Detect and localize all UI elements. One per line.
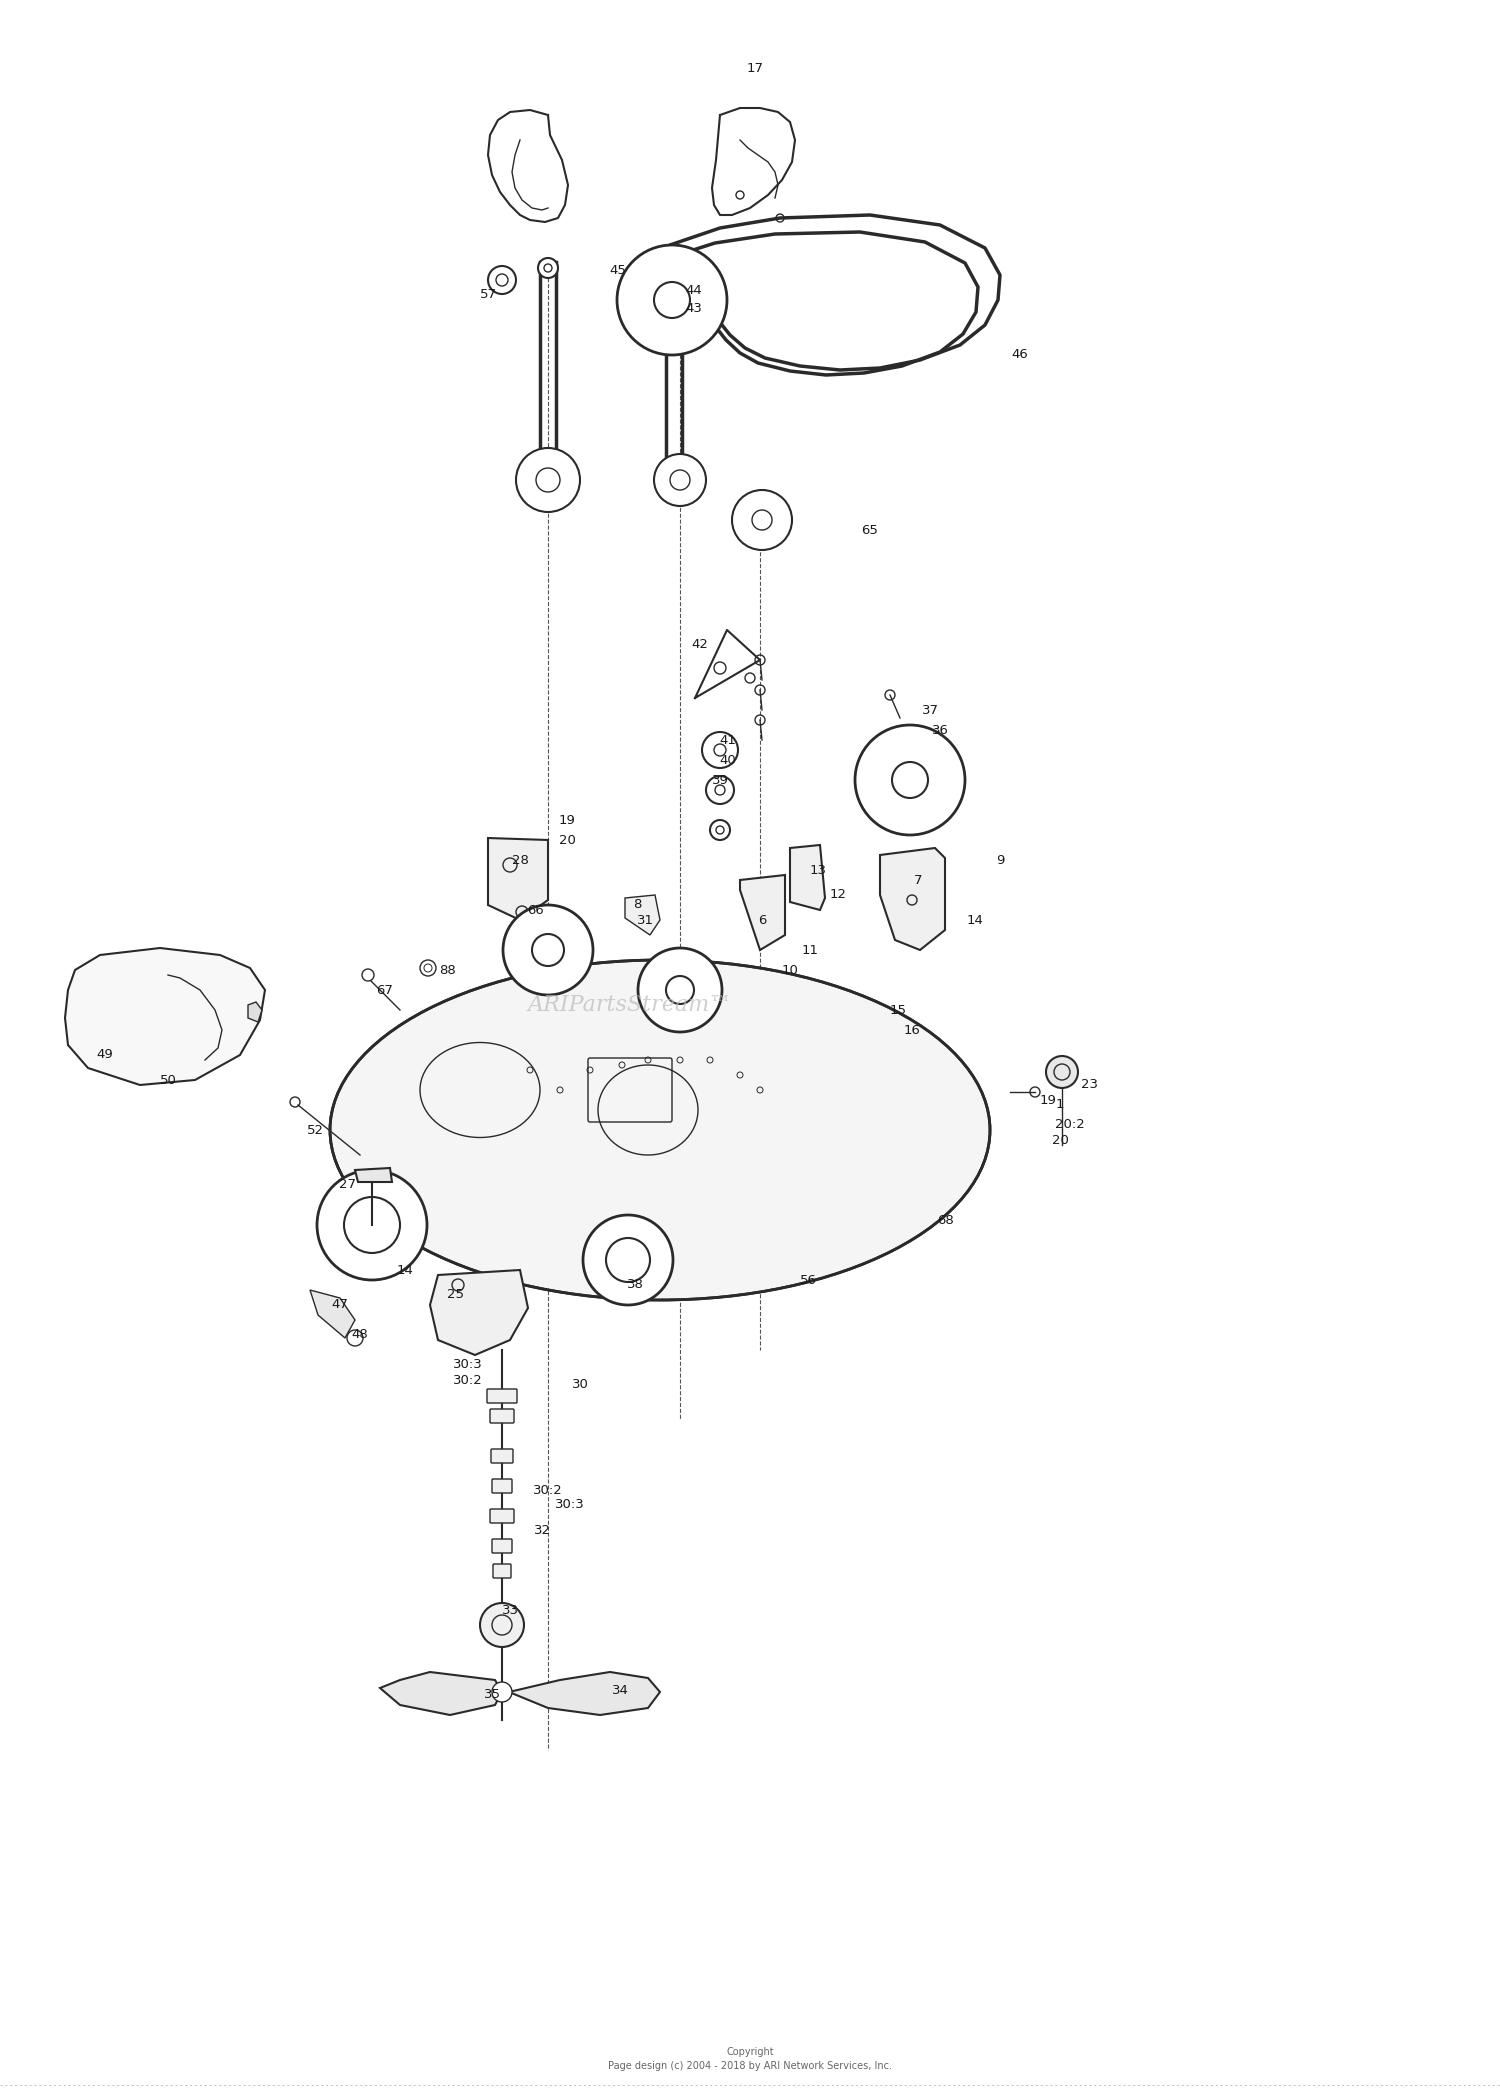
Circle shape [316,1170,428,1281]
Circle shape [855,724,964,836]
FancyBboxPatch shape [488,1388,518,1403]
Text: 30:3: 30:3 [453,1359,483,1371]
Text: 45: 45 [609,262,627,277]
Text: 68: 68 [936,1214,954,1226]
Text: 56: 56 [800,1273,816,1287]
Text: 34: 34 [612,1684,628,1697]
Text: 6: 6 [758,914,766,926]
Circle shape [654,454,706,506]
Polygon shape [64,947,266,1086]
Text: 37: 37 [921,704,939,716]
Text: 28: 28 [512,853,528,867]
Text: 65: 65 [861,523,879,536]
Text: Copyright: Copyright [726,2048,774,2058]
FancyBboxPatch shape [494,1564,512,1577]
Text: 11: 11 [801,943,819,956]
Text: 49: 49 [96,1048,114,1060]
Text: 25: 25 [447,1289,464,1302]
Polygon shape [626,895,660,934]
Text: 19: 19 [1040,1094,1056,1107]
FancyBboxPatch shape [492,1539,512,1554]
Text: 27: 27 [339,1178,357,1191]
Polygon shape [248,1002,262,1023]
Text: 39: 39 [711,773,729,788]
FancyBboxPatch shape [490,1449,513,1464]
Text: 35: 35 [483,1688,501,1701]
Text: 40: 40 [720,754,736,766]
Text: 13: 13 [810,863,826,876]
Text: 46: 46 [1011,349,1029,361]
Circle shape [362,968,374,981]
Text: Page design (c) 2004 - 2018 by ARI Network Services, Inc.: Page design (c) 2004 - 2018 by ARI Netwo… [608,2060,892,2071]
Text: 7: 7 [914,874,922,886]
Text: 16: 16 [903,1023,921,1037]
Circle shape [503,905,592,995]
Polygon shape [356,1168,392,1182]
FancyBboxPatch shape [490,1409,514,1424]
Text: 47: 47 [332,1298,348,1312]
Text: 41: 41 [720,733,736,746]
Text: 36: 36 [932,724,948,737]
Text: 30:2: 30:2 [532,1483,562,1497]
Circle shape [1046,1056,1078,1088]
Text: 43: 43 [686,302,702,315]
FancyBboxPatch shape [490,1510,514,1522]
Text: 44: 44 [686,284,702,296]
Text: 50: 50 [159,1073,177,1086]
Circle shape [702,733,738,769]
Text: 31: 31 [636,914,654,926]
FancyBboxPatch shape [492,1478,512,1493]
Text: 66: 66 [526,903,543,916]
Text: 20: 20 [558,834,576,846]
Polygon shape [430,1270,528,1354]
Polygon shape [380,1672,502,1716]
Text: 48: 48 [351,1329,369,1342]
Polygon shape [310,1289,356,1338]
Circle shape [732,489,792,550]
Polygon shape [790,844,825,909]
Circle shape [616,246,728,355]
Text: 30: 30 [572,1378,588,1392]
Text: 12: 12 [830,888,846,901]
Polygon shape [509,1672,660,1716]
Circle shape [710,819,730,840]
Text: 42: 42 [692,638,708,651]
Text: 20: 20 [1052,1134,1068,1147]
Text: 8: 8 [633,899,640,911]
Circle shape [480,1602,524,1646]
Text: 67: 67 [376,983,393,998]
Circle shape [584,1216,674,1304]
Circle shape [516,447,580,512]
Circle shape [706,777,734,804]
Text: 19: 19 [558,813,576,827]
Circle shape [488,267,516,294]
Text: 20:2: 20:2 [1054,1119,1084,1132]
Polygon shape [740,876,784,949]
Text: 14: 14 [966,914,984,926]
Ellipse shape [330,960,990,1300]
Polygon shape [488,838,548,920]
Text: 33: 33 [501,1604,519,1617]
Text: 10: 10 [782,964,798,977]
Text: 1: 1 [1056,1098,1065,1111]
Polygon shape [880,848,945,949]
Circle shape [538,258,558,277]
Text: 57: 57 [480,288,496,302]
Circle shape [638,947,722,1031]
Circle shape [492,1682,512,1701]
Text: ARIPartsStream™: ARIPartsStream™ [528,993,732,1016]
Text: 23: 23 [1082,1079,1098,1092]
Text: 15: 15 [890,1004,906,1016]
Text: 88: 88 [438,964,456,977]
Text: 14: 14 [396,1264,414,1277]
Circle shape [420,960,436,977]
Text: 17: 17 [747,61,764,74]
Text: 32: 32 [534,1522,550,1537]
Text: 38: 38 [627,1279,644,1291]
Text: 30:3: 30:3 [555,1499,585,1512]
Text: 52: 52 [306,1124,324,1136]
Text: 30:2: 30:2 [453,1373,483,1386]
Text: 9: 9 [996,853,1004,867]
